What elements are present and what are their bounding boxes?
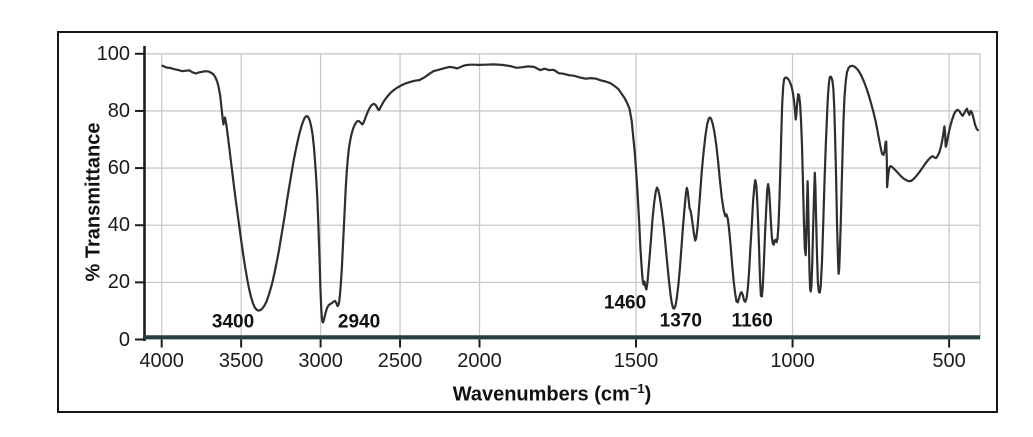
x-axis-title: Wavenumbers (cm−1) [453, 381, 652, 407]
y-axis-title: % Transmittance [82, 122, 105, 282]
spectrum-curve [161, 63, 979, 324]
x-axis-title-close: ) [644, 383, 652, 406]
x-axis-title-main: Wavenumbers (cm [452, 383, 630, 406]
x-axis-title-superscript: −1 [629, 381, 645, 396]
